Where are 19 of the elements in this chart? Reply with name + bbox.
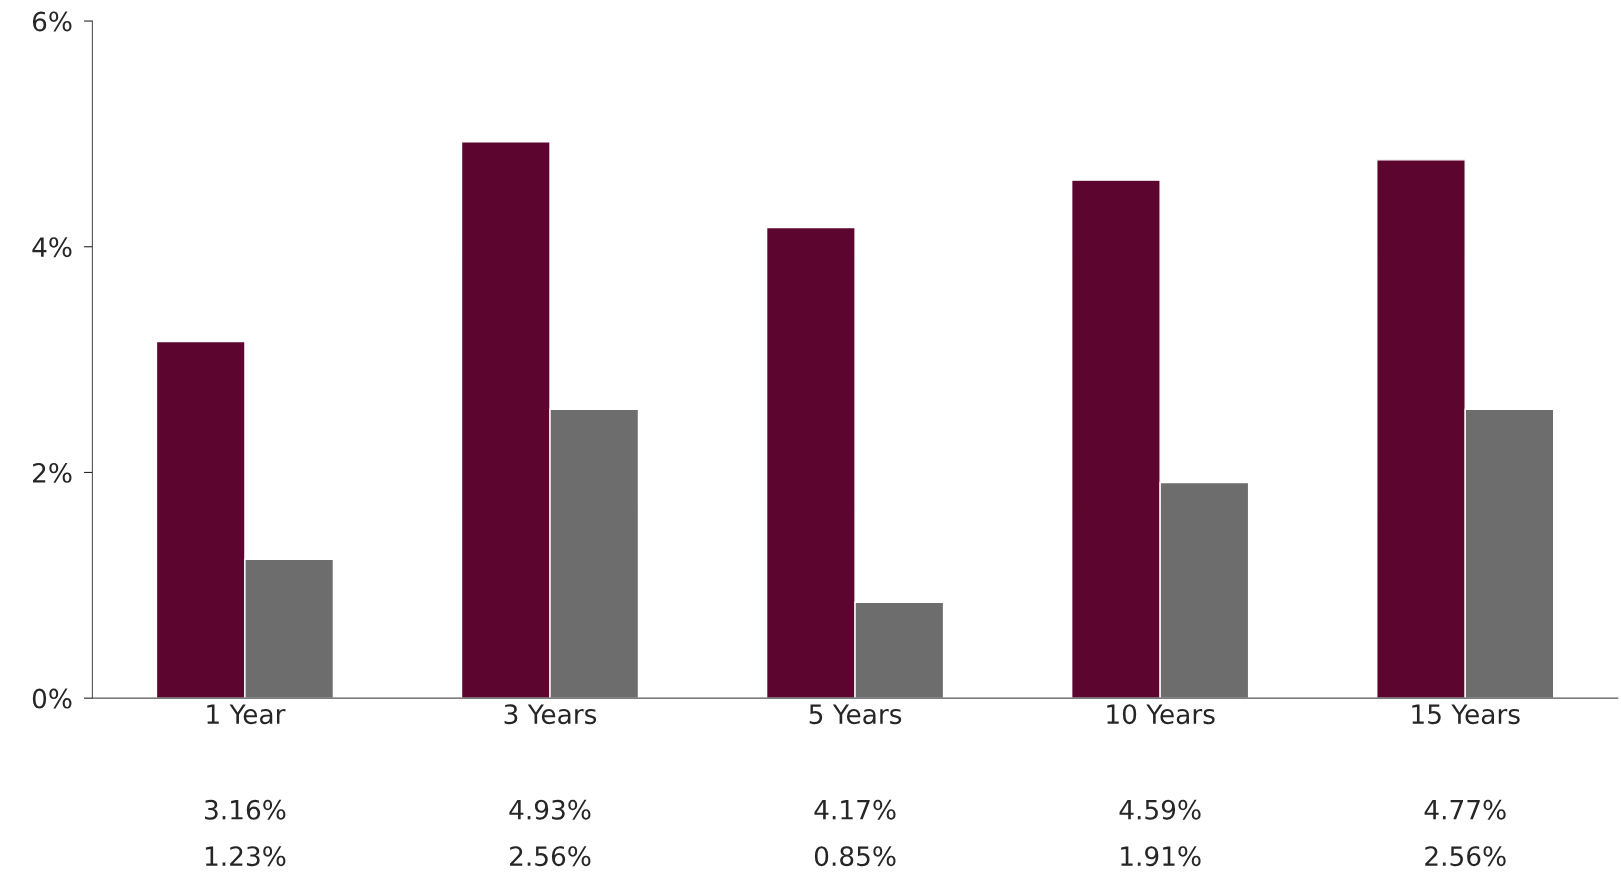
data-label: 2.56% xyxy=(510,846,591,867)
x-tick-label: 3 Years xyxy=(504,704,597,725)
x-tick-label: 1 Year xyxy=(207,704,286,725)
x-tick-label: 15 Years xyxy=(1412,704,1520,725)
data-label: 4.59% xyxy=(1119,799,1201,820)
data-label: 0.85% xyxy=(814,846,896,867)
data-label: 4.93% xyxy=(509,799,591,820)
data-label: 4.77% xyxy=(1424,799,1506,820)
y-tick-label: 4% xyxy=(32,237,72,258)
data-label: 2.56% xyxy=(1425,846,1506,867)
data-label: 4.17% xyxy=(814,799,896,820)
data-label: 3.16% xyxy=(205,799,286,820)
y-tick-label: 2% xyxy=(33,462,72,483)
y-tick-label: 0% xyxy=(32,688,72,709)
data-label: 1.91% xyxy=(1121,846,1201,867)
y-tick-label: 6% xyxy=(32,11,72,32)
x-tick-label: 5 Years xyxy=(809,704,902,725)
x-tick-label: 10 Years xyxy=(1107,704,1215,725)
data-label: 1.23% xyxy=(205,846,286,867)
